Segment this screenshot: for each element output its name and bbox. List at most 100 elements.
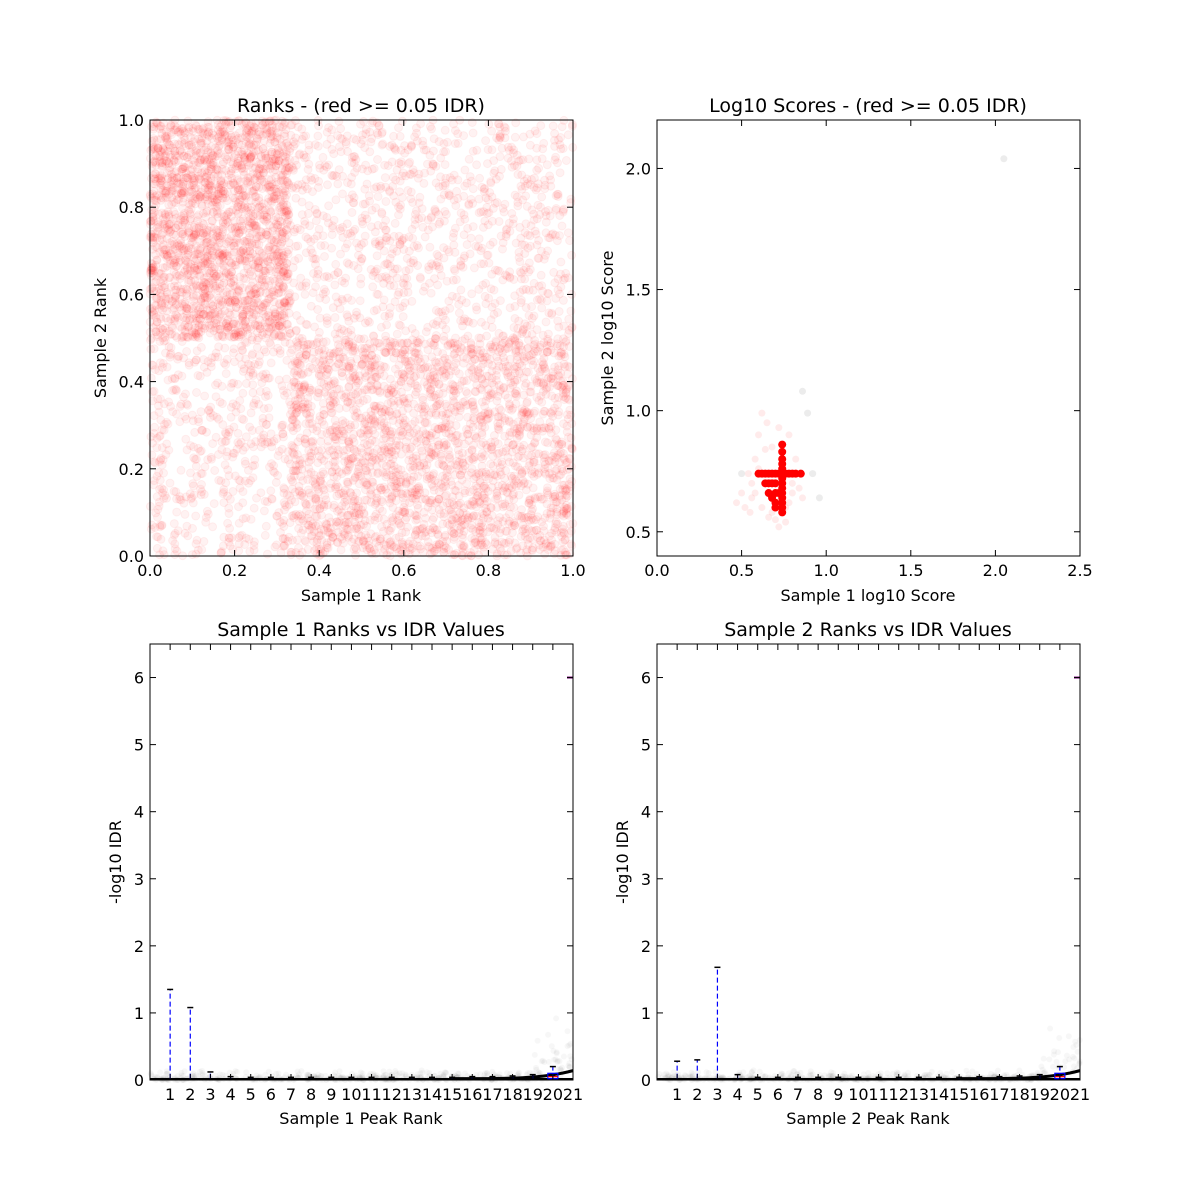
ranks-point: [202, 230, 212, 240]
ranks-point: [261, 521, 271, 531]
ranks-point: [460, 396, 470, 406]
ranks-point: [198, 223, 208, 233]
ranks-point: [351, 376, 361, 386]
ranks-point: [498, 502, 508, 512]
ranks-point: [514, 247, 524, 257]
ranks-point: [162, 306, 172, 316]
ranks-point: [300, 220, 310, 229]
ranks-point: [313, 131, 323, 141]
ranks-point: [483, 159, 492, 169]
ranks-point: [156, 183, 166, 193]
ranks-point: [517, 513, 527, 523]
ranks-point: [297, 124, 307, 134]
ranks-point: [189, 481, 198, 491]
ranks-point: [180, 260, 190, 270]
ranks-point: [531, 515, 541, 524]
ranks-point: [473, 487, 483, 497]
ranks-point: [182, 445, 192, 455]
ranks-point: [491, 174, 501, 184]
ranks-point: [475, 383, 485, 393]
ranks-point: [188, 123, 198, 133]
ranks-point: [296, 390, 305, 400]
ranks-point: [321, 337, 331, 347]
ranks-point: [279, 282, 288, 292]
ranks-point: [355, 398, 365, 408]
ranks-point: [225, 523, 235, 533]
ranks-point: [220, 343, 230, 353]
ranks-point: [350, 152, 360, 162]
ranks-point: [395, 415, 405, 425]
ranks-point: [234, 546, 244, 556]
ranks-point: [458, 547, 468, 557]
ranks-point: [254, 231, 264, 241]
ranks-point: [380, 173, 390, 183]
ranks-point: [512, 192, 522, 202]
ranks-point: [349, 429, 359, 439]
ranks-point: [559, 275, 569, 285]
ranks-point: [488, 216, 497, 226]
ranks-point: [393, 464, 403, 474]
ranks-point: [493, 458, 503, 467]
ranks-point: [153, 532, 163, 542]
ranks-point: [548, 121, 558, 131]
ranks-point: [276, 176, 286, 186]
ranks-title: Ranks - (red >= 0.05 IDR): [237, 95, 485, 117]
ranks-point: [471, 538, 480, 548]
ranks-point: [163, 375, 173, 385]
ranks-point: [213, 332, 223, 342]
ranks-point: [269, 274, 279, 284]
ranks-point: [481, 136, 491, 146]
ranks-point: [475, 173, 485, 183]
ranks-point: [373, 155, 382, 164]
ranks-point: [537, 192, 547, 202]
ranks-point: [367, 164, 377, 174]
ranks-point: [333, 268, 343, 277]
ranks-point: [468, 397, 478, 407]
ranks-point: [429, 469, 439, 479]
ranks-point: [347, 342, 357, 352]
ranks-point: [510, 132, 520, 142]
ranks-point: [428, 161, 438, 171]
ranks-point: [399, 280, 409, 290]
ranks-point: [185, 165, 195, 175]
ranks-point: [243, 177, 253, 187]
ranks-point: [511, 481, 521, 491]
ranks-point: [172, 409, 181, 419]
ranks-point: [476, 317, 486, 327]
ranks-point: [318, 467, 328, 477]
ranks-point: [334, 359, 343, 368]
ranks-point: [249, 401, 258, 411]
ranks-point: [481, 396, 491, 406]
ranks-point: [247, 218, 256, 228]
ranks-point: [190, 427, 200, 437]
ranks-point: [564, 314, 574, 324]
ranks-point: [503, 393, 513, 403]
ranks-point: [292, 223, 302, 233]
ranks-point: [238, 498, 248, 508]
ranks-point: [354, 479, 364, 489]
ranks-point: [369, 306, 379, 316]
ranks-point: [466, 194, 476, 204]
ranks-point: [322, 139, 332, 149]
ranks-point: [182, 347, 192, 356]
ranks-point: [484, 474, 494, 484]
ranks-point: [298, 516, 308, 526]
ranks-point: [197, 480, 206, 489]
ranks-point: [218, 159, 228, 169]
ranks-point: [322, 364, 332, 374]
ranks-point: [418, 140, 428, 150]
ranks-point: [283, 215, 293, 225]
ranks-point: [282, 247, 292, 257]
ranks-point: [196, 484, 205, 494]
ranks-point: [165, 478, 175, 488]
ranks-point: [289, 412, 299, 421]
ranks-point: [195, 314, 205, 324]
ranks-point: [267, 322, 277, 332]
ranks-point: [444, 296, 454, 306]
ranks-points: [145, 115, 578, 561]
ranks-point: [433, 400, 443, 410]
ranks-point: [186, 468, 195, 478]
ranks-point: [443, 464, 452, 474]
ranks-point: [369, 331, 379, 341]
